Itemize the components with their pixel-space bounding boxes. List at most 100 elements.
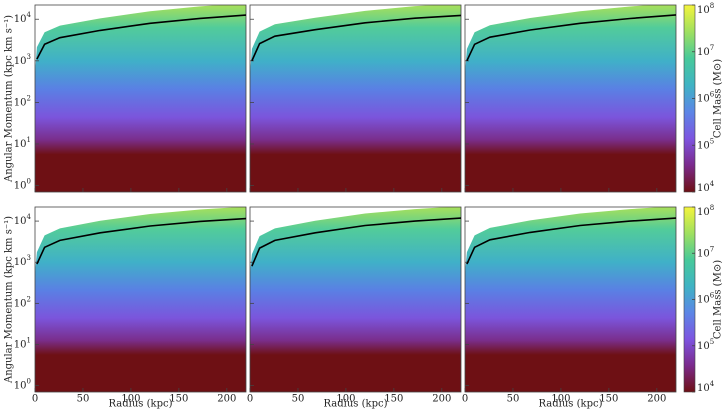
x-tick-label: 50 bbox=[77, 394, 90, 405]
colorbar-tick-label-exponent: 8 bbox=[710, 2, 714, 10]
colorbar-tick-label-exponent: 4 bbox=[710, 180, 715, 188]
colorbar-tick-label-base: 10 bbox=[697, 294, 710, 305]
colorbar-tick-label-base: 10 bbox=[697, 183, 710, 194]
mean-curve bbox=[466, 217, 677, 265]
x-tick-label: 200 bbox=[432, 394, 451, 405]
x-tick-label: 100 bbox=[121, 394, 140, 405]
colorbar-tick-label: 105 bbox=[697, 137, 714, 151]
y-tick-label-base: 10 bbox=[14, 55, 27, 66]
empty-region bbox=[250, 3, 461, 72]
x-axis-label: Radius (kpc) bbox=[539, 399, 603, 409]
colorbar-tick-label-base: 10 bbox=[697, 5, 710, 16]
y-tick-label-exponent: 4 bbox=[27, 11, 32, 19]
y-tick-label-exponent: 2 bbox=[27, 94, 31, 102]
colorbar-label: Cell Mass (M⊙) bbox=[713, 260, 724, 339]
y-tick-label: 104 bbox=[14, 11, 32, 25]
density-map bbox=[250, 207, 461, 392]
plot-frame bbox=[464, 206, 677, 393]
density-map bbox=[35, 5, 246, 192]
colorbar-tick-label: 108 bbox=[697, 204, 714, 218]
y-tick-label: 102 bbox=[14, 94, 31, 108]
y-tick-label: 102 bbox=[14, 295, 31, 309]
y-tick-label-exponent: 0 bbox=[27, 378, 31, 386]
mean-curve bbox=[466, 14, 677, 62]
empty-region bbox=[465, 2, 676, 72]
y-axis-label: Angular Momentum (kpc km s⁻¹) bbox=[4, 15, 15, 183]
colorbar-tick-label-base: 10 bbox=[697, 383, 710, 394]
colorbar-tick-label: 108 bbox=[697, 2, 714, 16]
y-tick-label-exponent: 3 bbox=[27, 254, 31, 262]
x-tick-label: 150 bbox=[384, 394, 403, 405]
colorbar-tick-label-base: 10 bbox=[697, 340, 710, 351]
colorbar-tick-label: 106 bbox=[697, 91, 715, 105]
mean-curve bbox=[36, 14, 247, 60]
colorbar-tick-label-exponent: 4 bbox=[710, 380, 715, 388]
colorbar-tick-label: 105 bbox=[697, 338, 714, 352]
y-tick-label-base: 10 bbox=[14, 257, 27, 268]
density-map bbox=[35, 207, 246, 392]
x-tick-label: 100 bbox=[336, 394, 355, 405]
mean-curve bbox=[36, 217, 247, 265]
x-tick-label: 150 bbox=[599, 394, 618, 405]
x-tick-label: 0 bbox=[462, 394, 468, 405]
colorbar-tick-label-base: 10 bbox=[697, 93, 710, 104]
x-tick-label: 150 bbox=[169, 394, 188, 405]
colorbar-tick-label-exponent: 6 bbox=[710, 91, 715, 99]
y-tick-label-exponent: 4 bbox=[27, 213, 32, 221]
y-tick-label: 103 bbox=[14, 254, 31, 268]
y-tick-label-base: 10 bbox=[14, 339, 27, 350]
empty-region bbox=[35, 3, 246, 72]
plot-frame bbox=[249, 4, 462, 193]
x-tick-label: 50 bbox=[292, 394, 305, 405]
y-tick-label: 100 bbox=[14, 178, 31, 192]
y-tick-label-base: 10 bbox=[14, 97, 27, 108]
y-tick-label-base: 10 bbox=[14, 14, 27, 25]
colorbar-tick-label: 106 bbox=[697, 292, 715, 306]
plot-frame bbox=[249, 206, 462, 393]
colorbar-tick-label-base: 10 bbox=[697, 248, 710, 259]
mean-curve bbox=[251, 217, 462, 267]
colorbar-tick-label-exponent: 7 bbox=[710, 245, 714, 253]
y-tick-label: 101 bbox=[14, 336, 31, 350]
colorbar-tick-label-exponent: 8 bbox=[710, 204, 714, 212]
empty-region bbox=[250, 206, 461, 272]
colorbar-tick-label-exponent: 6 bbox=[710, 292, 715, 300]
y-tick-label: 101 bbox=[14, 136, 31, 150]
x-tick-label: 100 bbox=[551, 394, 570, 405]
x-tick-label: 200 bbox=[647, 394, 666, 405]
colorbar-tick-label-base: 10 bbox=[697, 140, 710, 151]
y-tick-label-exponent: 1 bbox=[27, 136, 31, 144]
plot-frame bbox=[34, 206, 247, 393]
y-tick-label-exponent: 3 bbox=[27, 53, 31, 61]
colorbar-tick-label: 104 bbox=[697, 180, 715, 194]
mean-curve bbox=[251, 14, 462, 62]
colorbar-tick-label: 104 bbox=[697, 380, 715, 394]
y-axis-label: Angular Momentum (kpc km s⁻¹) bbox=[4, 216, 15, 384]
colorbar-tick-label: 107 bbox=[697, 245, 714, 259]
density-map bbox=[250, 5, 461, 192]
density-map bbox=[465, 5, 676, 192]
x-tick-label: 50 bbox=[507, 394, 520, 405]
x-tick-label: 200 bbox=[217, 394, 236, 405]
y-tick-label-base: 10 bbox=[14, 216, 27, 227]
y-tick-label: 103 bbox=[14, 53, 31, 67]
x-tick-label: 0 bbox=[32, 394, 38, 405]
y-tick-label-base: 10 bbox=[14, 138, 27, 149]
y-tick-label: 104 bbox=[14, 213, 32, 227]
x-axis-label: Radius (kpc) bbox=[109, 399, 173, 409]
colorbar-tick-label: 107 bbox=[697, 44, 714, 58]
colorbar-tick-label-base: 10 bbox=[697, 46, 710, 57]
plot-frame bbox=[464, 4, 677, 193]
colorbar-tick-label-exponent: 7 bbox=[710, 44, 714, 52]
y-tick-label-exponent: 2 bbox=[27, 295, 31, 303]
colorbar-tick-label-exponent: 5 bbox=[710, 137, 714, 145]
y-tick-label-exponent: 1 bbox=[27, 336, 31, 344]
x-axis-label: Radius (kpc) bbox=[324, 399, 388, 409]
x-tick-label: 0 bbox=[247, 394, 253, 405]
y-tick-label-exponent: 0 bbox=[27, 178, 31, 186]
empty-region bbox=[35, 206, 246, 272]
density-map bbox=[465, 207, 676, 392]
plot-frame bbox=[34, 4, 247, 193]
y-tick-label-base: 10 bbox=[14, 298, 27, 309]
